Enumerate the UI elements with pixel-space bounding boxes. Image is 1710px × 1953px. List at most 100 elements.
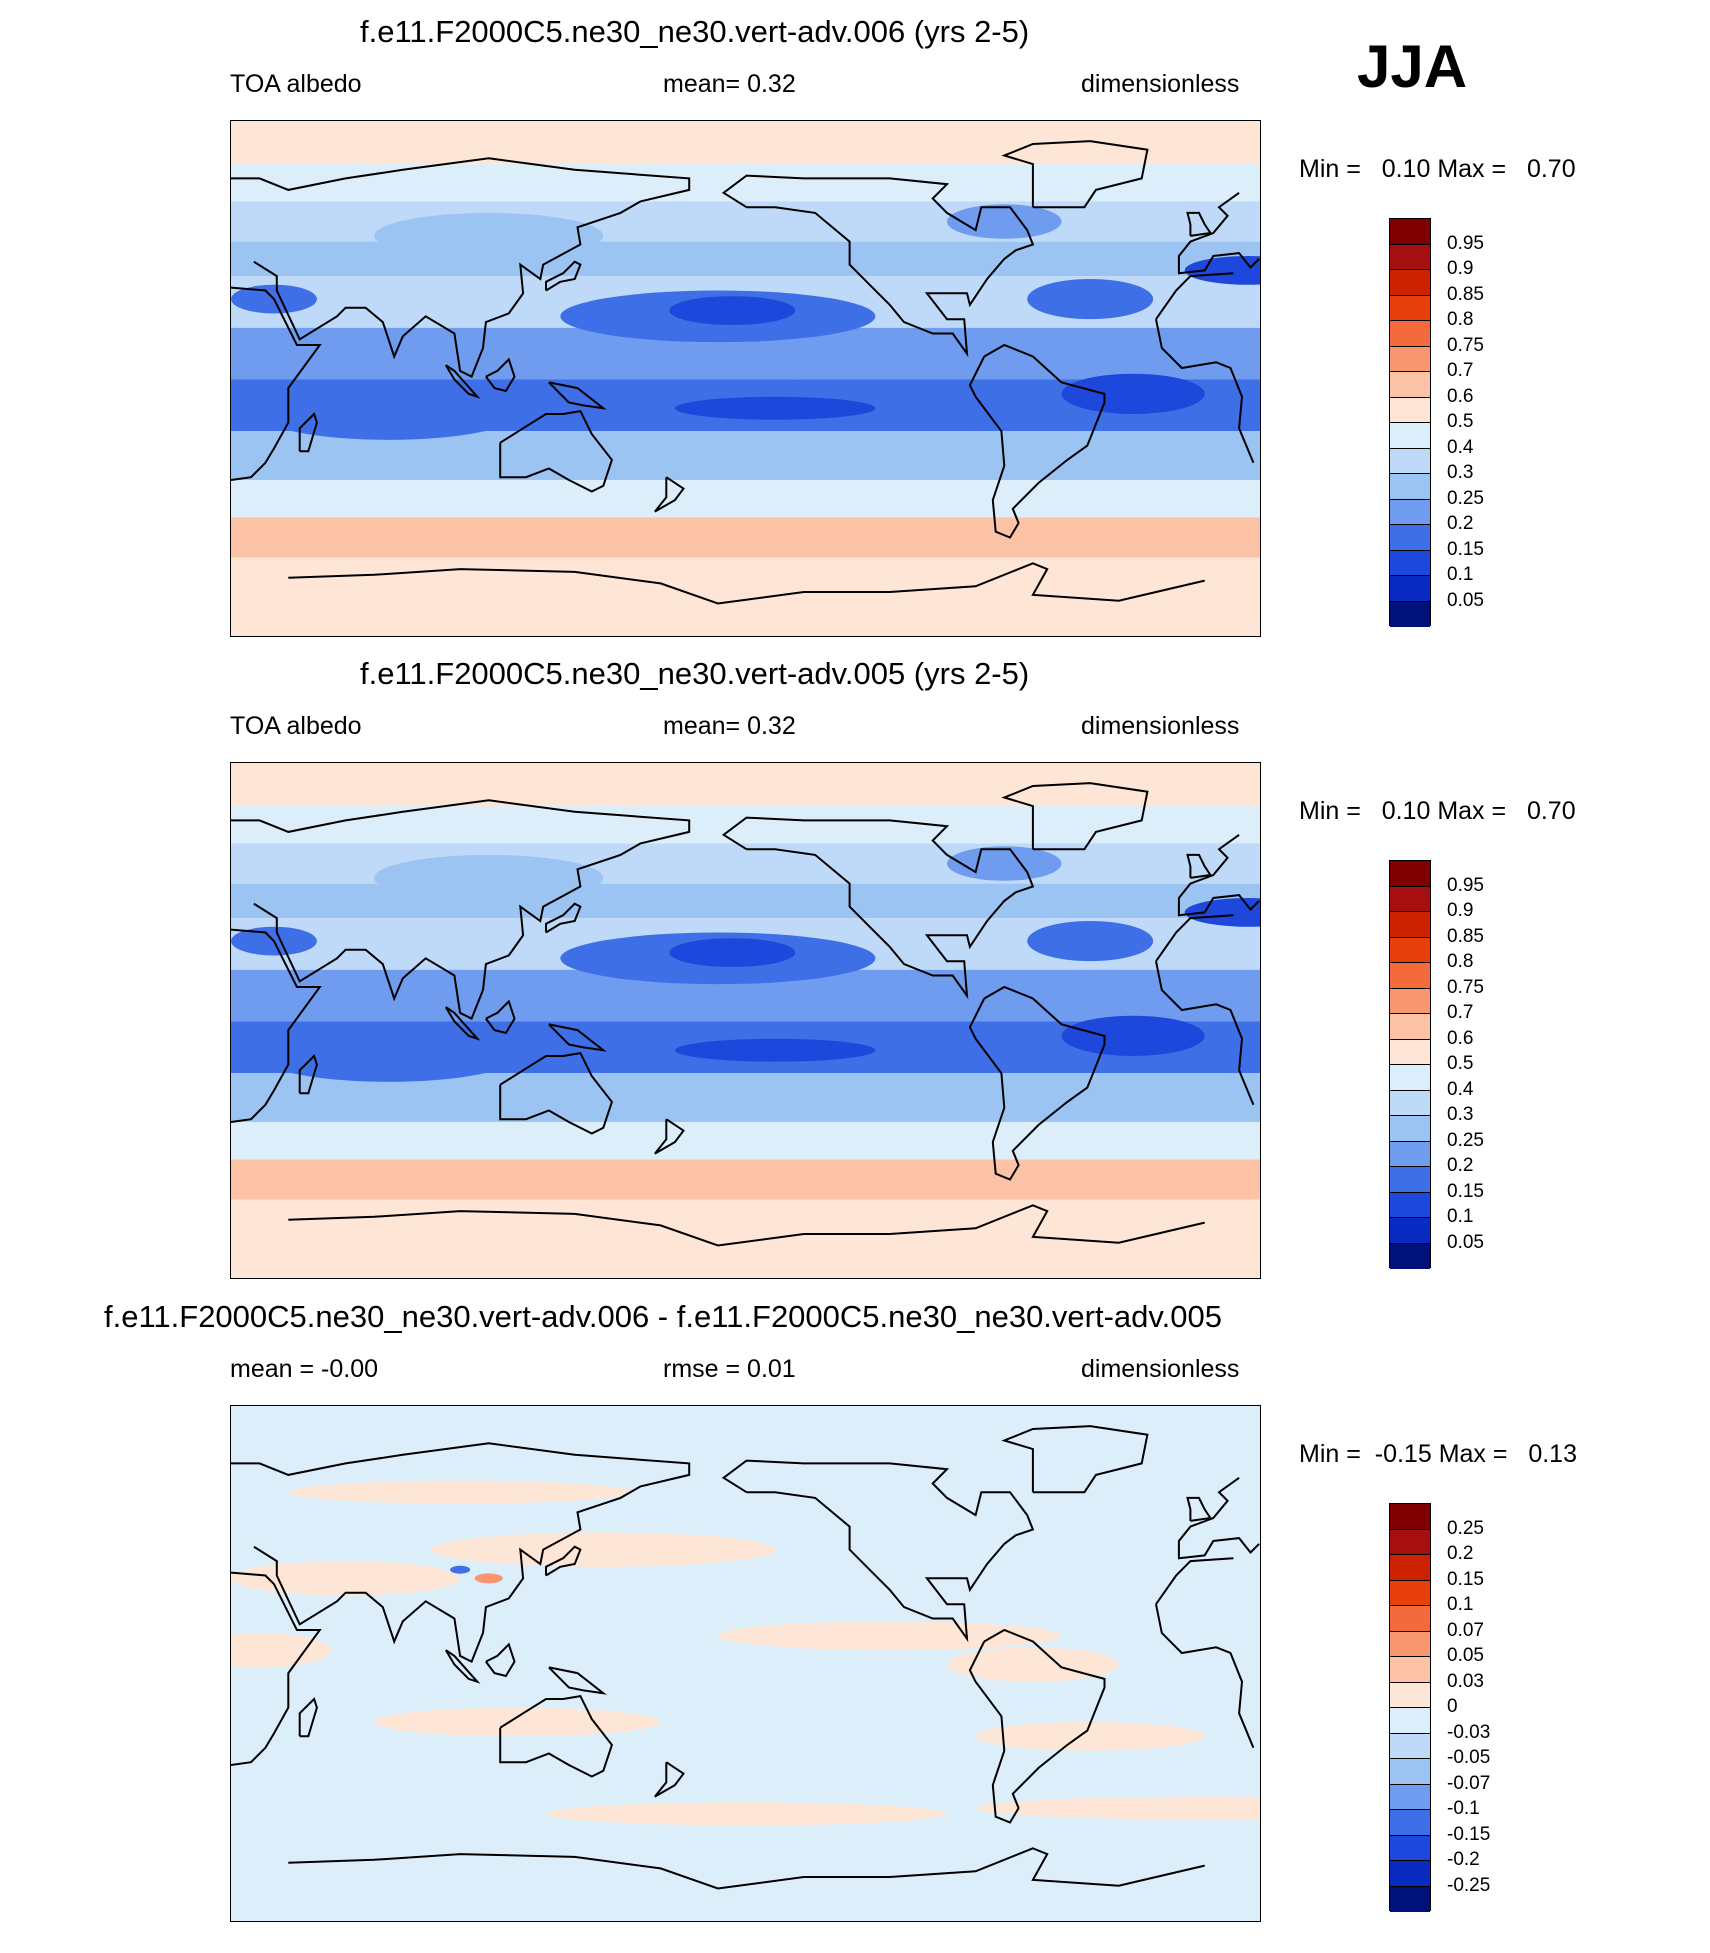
colorbar-swatch xyxy=(1390,601,1430,627)
colorbar-swatch xyxy=(1390,1835,1430,1861)
panel-2-left-label: TOA albedo xyxy=(230,712,362,740)
colorbar-swatch xyxy=(1390,423,1430,449)
colorbar-swatch xyxy=(1390,1014,1430,1040)
colorbar-swatch xyxy=(1390,1504,1430,1530)
colorbar-swatch xyxy=(1390,912,1430,938)
colorbar-swatch xyxy=(1390,1192,1430,1218)
colorbar-tick-label: 0.05 xyxy=(1447,589,1484,611)
max-value: 0.70 xyxy=(1526,797,1576,825)
colorbar-tick-label: 0.2 xyxy=(1447,1543,1474,1564)
colorbar-swatch xyxy=(1390,372,1430,398)
colorbar-tick-label: 0.7 xyxy=(1447,360,1474,381)
colorbar-tick-label: 0.85 xyxy=(1447,283,1484,305)
colorbar-tick-label: 0.5 xyxy=(1447,411,1474,432)
colorbar-swatch xyxy=(1390,1580,1430,1606)
panel-3-units-label: dimensionless xyxy=(1081,1355,1240,1383)
colorbar-tick-label: 0.1 xyxy=(1447,564,1474,585)
colorbar-swatch xyxy=(1390,474,1430,500)
panel-3-rmse-label: rmse = 0.01 xyxy=(663,1355,796,1383)
colorbar-tick-label: 0.95 xyxy=(1447,874,1484,896)
colorbar-swatch xyxy=(1390,1243,1430,1269)
colorbar-tick-label: 0.2 xyxy=(1447,513,1474,534)
colorbar-swatch xyxy=(1390,1606,1430,1632)
colorbar-tick-label: 0.3 xyxy=(1447,1104,1474,1125)
colorbar-swatch xyxy=(1390,244,1430,270)
colorbar-swatch xyxy=(1390,988,1430,1014)
colorbar-swatch xyxy=(1390,1861,1430,1887)
colorbar-tick-label: 0.7 xyxy=(1447,1002,1474,1023)
panel-2-mean-label: mean= 0.32 xyxy=(663,712,796,740)
colorbar-tick-label: -0.25 xyxy=(1447,1874,1491,1896)
colorbar-swatch xyxy=(1390,1631,1430,1657)
colorbar-tick-label: 0.15 xyxy=(1447,538,1484,560)
panel-1-map xyxy=(230,120,1261,637)
colorbar-tick-label: 0.1 xyxy=(1447,1594,1474,1615)
colorbar-swatch xyxy=(1390,397,1430,423)
colorbar-swatch xyxy=(1390,1759,1430,1785)
min-value: -0.15 xyxy=(1374,1440,1432,1468)
panel-3-mean-label: mean = -0.00 xyxy=(230,1355,379,1383)
min-label: Min = xyxy=(1299,1440,1361,1468)
colorbar-tick-label: -0.03 xyxy=(1447,1721,1491,1743)
colorbar-tick-label: 0.5 xyxy=(1447,1053,1474,1074)
colorbar-swatch xyxy=(1390,1090,1430,1116)
colorbar-swatch xyxy=(1390,295,1430,321)
colorbar-tick-label: 0.05 xyxy=(1447,1231,1484,1253)
colorbar-swatch xyxy=(1390,1065,1430,1091)
season-label: JJA xyxy=(1357,33,1468,100)
colorbar-tick-label: -0.05 xyxy=(1447,1747,1491,1768)
colorbar-swatch xyxy=(1390,1784,1430,1810)
colorbar-tick-label: 0.2 xyxy=(1447,1155,1474,1176)
colorbar-swatch xyxy=(1390,499,1430,525)
colorbar-tick-label: 0.6 xyxy=(1447,1027,1474,1049)
colorbar-tick-label: 0.95 xyxy=(1447,232,1484,254)
min-label: Min = xyxy=(1299,797,1361,825)
colorbar-tick-label: 0.4 xyxy=(1447,1078,1474,1100)
colorbar-tick-label: 0.6 xyxy=(1447,385,1474,407)
colorbar-swatch xyxy=(1390,1810,1430,1836)
colorbar-swatch xyxy=(1390,1167,1430,1193)
colorbar-tick-label: 0.3 xyxy=(1447,462,1474,483)
max-label: Max = xyxy=(1437,155,1507,183)
colorbar-swatch xyxy=(1390,861,1430,887)
colorbar-tick-label: -0.07 xyxy=(1447,1772,1491,1794)
colorbar-swatch xyxy=(1390,1218,1430,1244)
colorbar-swatch xyxy=(1390,550,1430,576)
panel-3-map xyxy=(230,1405,1261,1922)
colorbar-tick-label: 0.75 xyxy=(1447,334,1484,356)
colorbar-swatch xyxy=(1390,1555,1430,1581)
max-value: 0.13 xyxy=(1528,1440,1577,1468)
colorbar-tick-label: 0.9 xyxy=(1447,900,1474,921)
colorbar-tick-label: 0.25 xyxy=(1447,487,1484,509)
max-label: Max = xyxy=(1437,797,1507,825)
panel-2-units-label: dimensionless xyxy=(1081,712,1240,740)
colorbar-tick-label: 0.4 xyxy=(1447,436,1474,458)
panel-1-units-label: dimensionless xyxy=(1081,70,1240,98)
colorbar-swatch xyxy=(1390,1657,1430,1683)
colorbar-tick-label: 0.8 xyxy=(1447,951,1474,972)
colorbar-swatch xyxy=(1390,886,1430,912)
panel-2-colorbar xyxy=(1389,860,1431,1269)
colorbar-swatch xyxy=(1390,1141,1430,1167)
min-value: 0.10 xyxy=(1381,155,1431,183)
colorbar-swatch xyxy=(1390,937,1430,963)
panel-2-minmax: Min = 0.10 Max = 0.70 xyxy=(1299,797,1576,826)
colorbar-tick-label: 0.25 xyxy=(1447,1129,1484,1151)
max-label: Max = xyxy=(1438,1440,1508,1468)
colorbar-swatch xyxy=(1390,1529,1430,1555)
max-value: 0.70 xyxy=(1526,155,1576,183)
colorbar-tick-label: -0.2 xyxy=(1447,1849,1480,1870)
colorbar-swatch xyxy=(1390,1039,1430,1065)
panel-1-minmax: Min = 0.10 Max = 0.70 xyxy=(1299,155,1576,184)
colorbar-tick-label: 0.9 xyxy=(1447,258,1474,279)
colorbar-tick-label: 0.15 xyxy=(1447,1180,1484,1202)
colorbar-tick-label: 0.1 xyxy=(1447,1206,1474,1227)
panel-2-title: f.e11.F2000C5.ne30_ne30.vert-adv.005 (yr… xyxy=(360,656,1030,691)
colorbar-swatch xyxy=(1390,219,1430,245)
colorbar-swatch xyxy=(1390,321,1430,347)
colorbar-tick-label: 0 xyxy=(1447,1696,1458,1717)
panel-1-title: f.e11.F2000C5.ne30_ne30.vert-adv.006 (yr… xyxy=(360,14,1030,49)
colorbar-swatch xyxy=(1390,346,1430,372)
colorbar-tick-label: 0.25 xyxy=(1447,1517,1484,1539)
panel-1-mean-label: mean= 0.32 xyxy=(663,70,796,98)
